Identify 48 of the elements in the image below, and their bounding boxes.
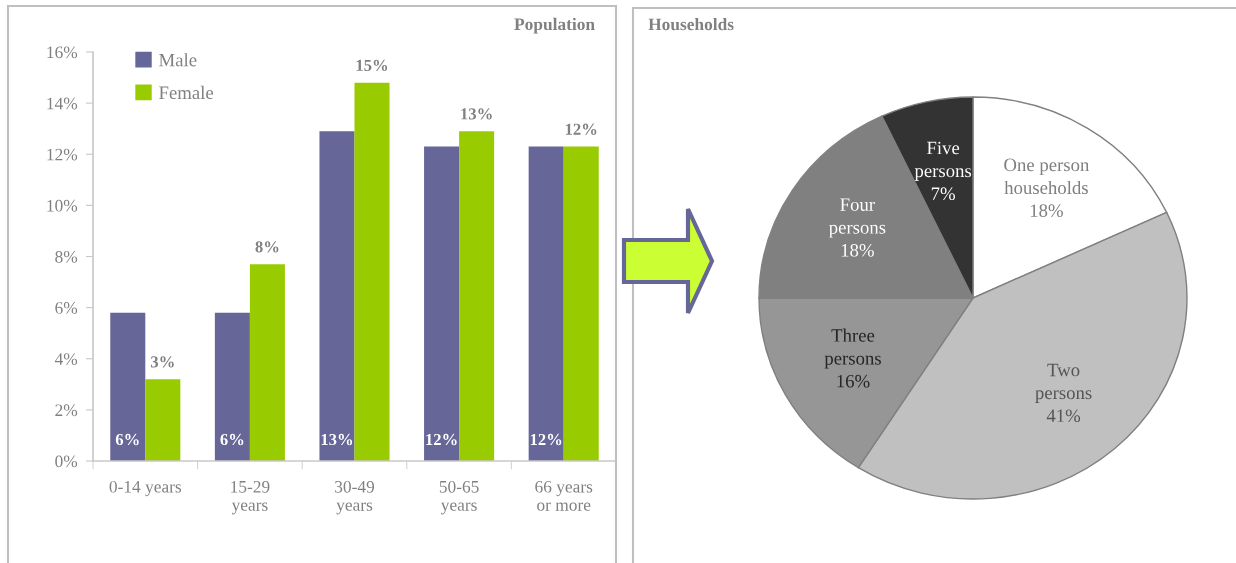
- y-tick-label: 10%: [47, 199, 78, 212]
- bar: [319, 131, 355, 461]
- y-tick-label: 0%: [55, 455, 78, 468]
- data-label: 8%: [255, 241, 279, 253]
- data-label: 6%: [220, 433, 244, 446]
- slice-label: Four persons: [829, 198, 886, 238]
- y-tick-label: 6%: [55, 302, 78, 314]
- bar: [424, 146, 460, 461]
- legend-label: Female: [159, 85, 214, 100]
- y-tick-label: 8%: [55, 250, 78, 263]
- data-label: 12%: [565, 123, 597, 135]
- y-tick-label: 4%: [54, 353, 78, 365]
- data-label: 6%: [115, 433, 139, 446]
- bar: [214, 312, 250, 461]
- data-label: 12%: [426, 433, 457, 446]
- chart-title: Households: [648, 17, 734, 31]
- bar: [110, 312, 146, 461]
- data-label: 3%: [150, 356, 174, 368]
- bar: [563, 146, 599, 461]
- x-tick-label: 15-29 years: [231, 481, 270, 515]
- legend-label: Male: [159, 53, 197, 67]
- data-label: 13%: [321, 433, 353, 446]
- bar: [145, 379, 181, 461]
- x-tick-label: 0-14 years: [109, 480, 182, 497]
- y-tick-label: 12%: [47, 148, 78, 161]
- data-label: 41%: [1046, 409, 1081, 423]
- slice-label: Five persons: [914, 141, 972, 181]
- data-label: 12%: [530, 433, 562, 446]
- y-tick-label: 16%: [47, 46, 78, 59]
- y-tick-label: 2%: [55, 404, 78, 417]
- x-tick-label: 50-65 years: [439, 480, 479, 515]
- bar: [528, 146, 564, 461]
- y-tick-label: 14%: [47, 97, 78, 110]
- data-label: 16%: [837, 374, 870, 388]
- data-label: 18%: [1030, 204, 1063, 217]
- data-label: 18%: [841, 243, 874, 257]
- chart-title: Population: [514, 17, 595, 34]
- x-tick-label: 66 years or more: [535, 480, 593, 511]
- slice-label: Two persons: [1035, 363, 1092, 403]
- data-label: 15%: [356, 59, 388, 72]
- data-label: 13%: [461, 108, 492, 120]
- bar: [354, 82, 390, 461]
- bar: [459, 131, 495, 461]
- data-label: 7%: [931, 187, 955, 201]
- slice-label: One person households: [1004, 158, 1090, 195]
- bar: [249, 264, 285, 461]
- x-tick-label: 30-49 years: [335, 480, 375, 515]
- slice-label: Three persons: [824, 328, 881, 369]
